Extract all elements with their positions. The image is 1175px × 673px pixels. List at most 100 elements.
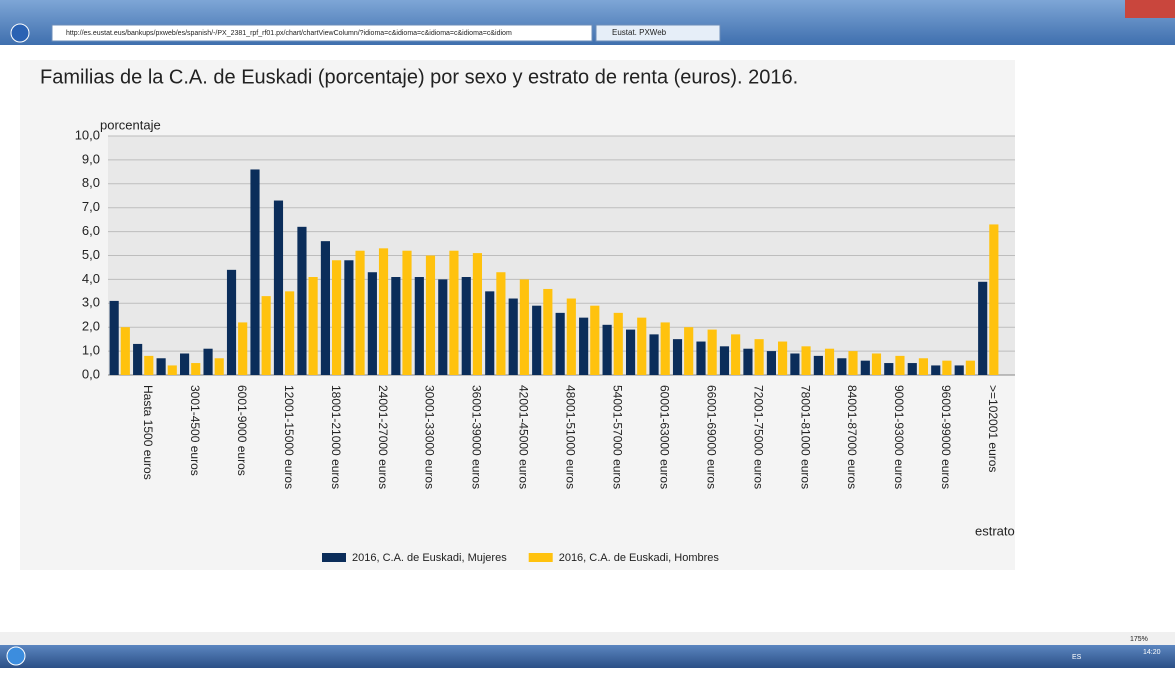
zoom[interactable]: 175%	[1130, 636, 1148, 643]
bar	[402, 250, 412, 375]
x-tick-label: 30001-33000 euros	[423, 385, 437, 489]
bar	[801, 346, 811, 375]
bar	[308, 277, 318, 375]
start-button[interactable]	[6, 646, 26, 666]
bar	[895, 355, 905, 375]
url: http://es.eustat.eus/bankups/pxweb/es/sp…	[66, 30, 512, 37]
bar	[496, 272, 506, 375]
window-controls[interactable]	[1125, 0, 1175, 18]
bar	[485, 291, 495, 375]
legend-label: 2016, C.A. de Euskadi, Hombres	[559, 552, 720, 564]
x-tick-label: 72001-75000 euros	[751, 385, 765, 489]
x-tick-label: 78001-81000 euros	[798, 385, 812, 489]
tab[interactable]	[595, 24, 721, 42]
y-tick-label: 5,0	[82, 247, 100, 262]
y-tick-label: 4,0	[82, 271, 100, 286]
bar	[214, 358, 224, 375]
y-tick-label: 7,0	[82, 199, 100, 214]
bar	[602, 324, 612, 375]
x-tick-label: 60001-63000 euros	[657, 385, 671, 489]
y-tick-label: 3,0	[82, 295, 100, 310]
bar	[508, 298, 518, 375]
bar	[156, 358, 166, 375]
x-tick-label: 6001-9000 euros	[235, 385, 249, 476]
legend-swatch	[528, 553, 553, 562]
bar	[813, 355, 823, 375]
y-tick-label: 9,0	[82, 151, 100, 166]
bar	[167, 365, 177, 375]
x-tick-label: 48001-51000 euros	[564, 385, 578, 489]
bar	[754, 339, 764, 375]
bar	[332, 260, 342, 375]
bar	[860, 360, 870, 375]
bar	[672, 339, 683, 375]
bar	[637, 317, 647, 375]
bar	[884, 363, 894, 375]
bar	[425, 255, 436, 375]
bar	[532, 305, 542, 375]
bar	[414, 277, 424, 375]
back-button[interactable]	[10, 23, 30, 43]
bar	[660, 322, 670, 375]
bar	[965, 360, 975, 375]
bar	[191, 363, 201, 375]
bar	[954, 365, 964, 375]
bar	[238, 322, 248, 375]
bar	[226, 269, 237, 375]
bar	[120, 327, 130, 375]
language: ES	[1072, 654, 1082, 661]
bar	[613, 312, 623, 375]
bar	[626, 329, 636, 375]
bar	[837, 358, 847, 375]
bar	[931, 365, 941, 375]
y-tick-label: 0,0	[82, 366, 100, 381]
y-tick-label: 2,0	[82, 319, 100, 334]
tab-title: Eustat. PXWeb	[612, 28, 667, 37]
bar	[461, 277, 471, 375]
bar	[684, 327, 694, 375]
x-tick-label: 42001-45000 euros	[517, 385, 531, 489]
bar	[566, 298, 576, 375]
bar	[707, 329, 717, 375]
x-tick-label: 24001-27000 euros	[376, 385, 390, 489]
bar	[250, 169, 260, 375]
legend-swatch	[322, 553, 346, 562]
bar	[579, 317, 589, 375]
bar	[391, 277, 401, 375]
bar	[378, 248, 389, 375]
bar	[367, 272, 377, 375]
bar	[555, 312, 565, 375]
bar	[848, 351, 858, 375]
status-bar	[0, 632, 1175, 645]
bar	[778, 341, 788, 375]
bar	[320, 241, 330, 375]
bar	[472, 253, 482, 375]
bar	[766, 351, 776, 375]
y-tick-label: 10,0	[75, 127, 100, 142]
x-tick-label: 90001-93000 euros	[892, 385, 906, 489]
bar	[355, 250, 365, 375]
bar	[297, 226, 307, 375]
bar	[743, 348, 753, 375]
x-tick-label: 18001-21000 euros	[329, 385, 343, 489]
bar	[590, 305, 600, 375]
bar	[989, 224, 999, 375]
bar	[543, 288, 553, 375]
bar	[203, 348, 213, 375]
address-bar[interactable]	[51, 24, 593, 42]
bar	[344, 260, 354, 375]
clock: 14:20	[1143, 649, 1161, 656]
bar	[273, 200, 284, 375]
bar	[180, 353, 190, 375]
bar	[871, 353, 882, 375]
chart-title: Familias de la C.A. de Euskadi (porcenta…	[40, 66, 798, 88]
bar	[144, 355, 154, 375]
x-tick-label: 54001-57000 euros	[611, 385, 625, 489]
legend-label: 2016, C.A. de Euskadi, Mujeres	[352, 552, 507, 564]
bar	[731, 334, 741, 375]
bar	[438, 279, 448, 375]
bar	[649, 334, 659, 375]
y-tick-label: 6,0	[82, 223, 100, 238]
